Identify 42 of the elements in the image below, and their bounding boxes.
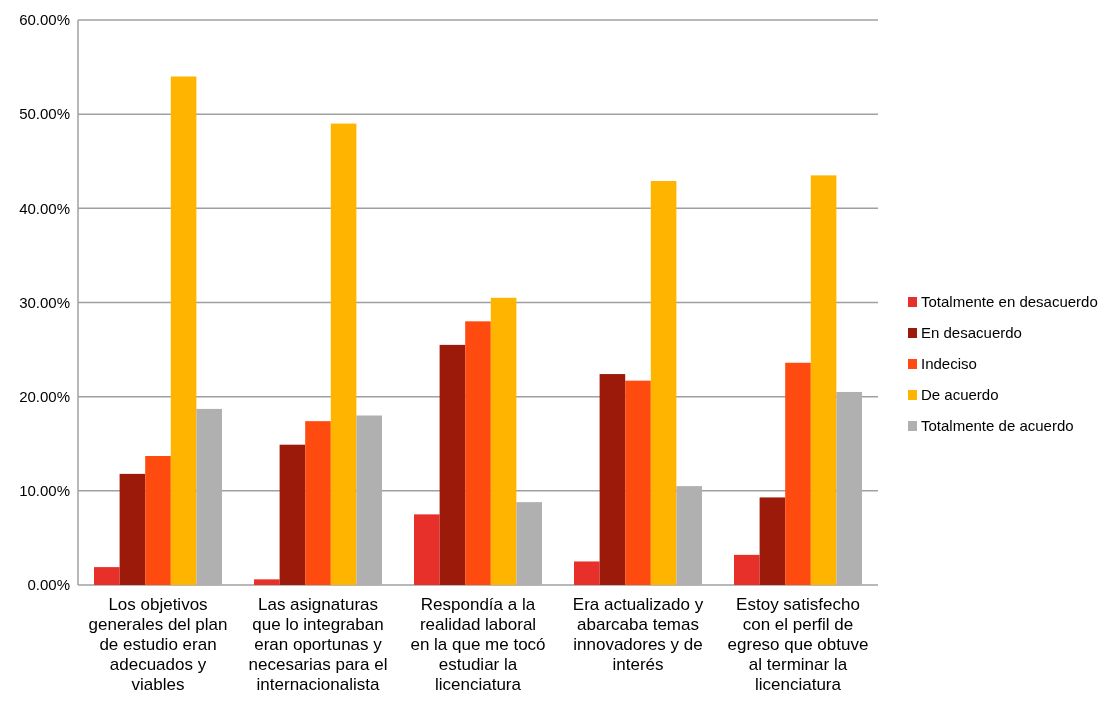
- bar: [490, 297, 517, 585]
- bar: [836, 391, 862, 585]
- bar: [785, 362, 811, 585]
- legend-label: Totalmente en desacuerdo: [921, 293, 1098, 311]
- x-tick-label: Era actualizado y abarcaba temas innovadores y de interés: [572, 595, 704, 674]
- x-tick-label: Las asignaturas que lo integraban eran oportunas y necesarias para el internacionalista: [248, 595, 388, 694]
- legend-label: En desacuerdo: [921, 324, 1022, 342]
- bar: [650, 181, 677, 585]
- bar: [254, 579, 280, 585]
- bar: [516, 502, 542, 585]
- bar: [196, 408, 222, 585]
- bar: [810, 175, 837, 585]
- bar: [330, 123, 357, 585]
- y-tick-label: 30.00%: [19, 293, 70, 311]
- bar: [759, 497, 786, 585]
- bar: [145, 455, 171, 585]
- bar: [599, 374, 626, 585]
- legend-label: Totalmente de acuerdo: [921, 417, 1074, 435]
- bar: [734, 554, 760, 585]
- bar: [625, 380, 651, 585]
- y-tick-label: 0.00%: [27, 576, 70, 594]
- legend-label: Indeciso: [921, 355, 977, 373]
- y-tick-label: 10.00%: [19, 482, 70, 500]
- y-tick-label: 50.00%: [19, 105, 70, 123]
- bar: [170, 76, 197, 585]
- bar: [119, 473, 146, 585]
- bar: [676, 486, 702, 585]
- y-tick-label: 60.00%: [19, 11, 70, 29]
- x-tick-label: Respondía a la realidad laboral en la que me tocó estudiar la licenciatura: [410, 595, 546, 694]
- bar: [305, 421, 331, 585]
- bar: [414, 514, 440, 585]
- y-tick-label: 20.00%: [19, 387, 70, 405]
- legend-label: De acuerdo: [921, 386, 999, 404]
- x-tick-label: Estoy satisfecho con el perfil de egreso que obtuve al terminar la licenciatura: [727, 595, 869, 694]
- bar: [94, 567, 120, 585]
- y-tick-label: 40.00%: [19, 199, 70, 217]
- bar: [356, 415, 382, 585]
- bar: [465, 321, 491, 585]
- bar: [279, 444, 306, 585]
- x-tick-label: Los objetivos generales del plan de estudio eran adecuados y viables: [88, 595, 228, 694]
- bar: [574, 561, 600, 585]
- bar: [439, 344, 466, 585]
